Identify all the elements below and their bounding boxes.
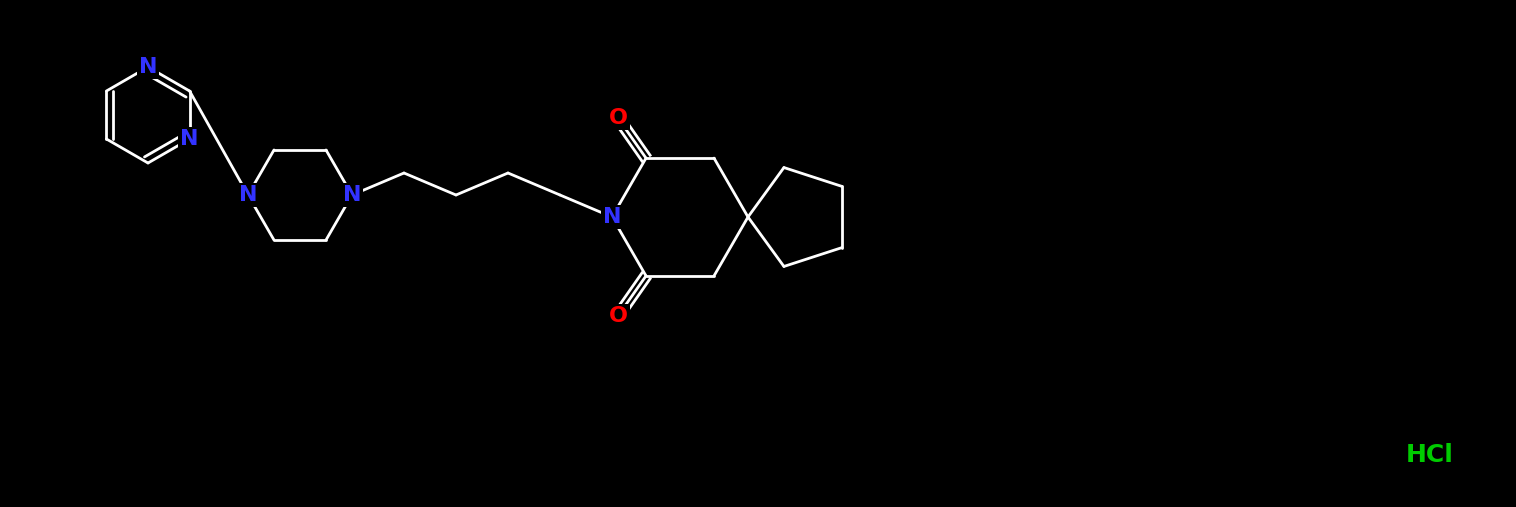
Text: O: O [608,108,628,128]
Text: O: O [608,306,628,326]
Text: N: N [603,207,622,227]
Text: HCl: HCl [1405,443,1454,467]
Text: N: N [180,129,199,149]
Text: N: N [343,185,361,205]
Text: N: N [238,185,258,205]
Text: N: N [139,57,158,77]
